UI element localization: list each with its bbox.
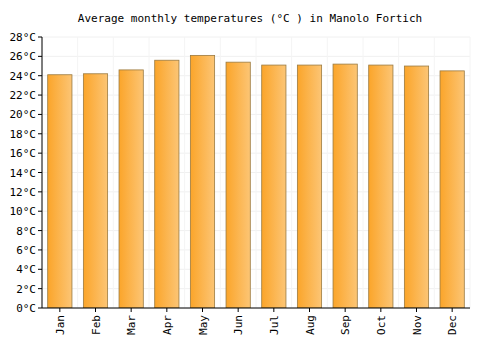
bar [297,65,321,308]
x-tick [416,308,417,312]
y-tick [38,56,42,57]
x-tick [202,308,203,312]
x-tick-label: Oct [375,315,388,335]
grid-line-vertical [256,37,257,308]
y-tick-label: 6°C [16,244,36,257]
y-tick [38,95,42,96]
y-tick [38,211,42,212]
y-tick [38,114,42,115]
x-tick [59,308,60,312]
x-tick [273,308,274,312]
bar [83,74,107,308]
bar [226,62,250,308]
x-tick [452,308,453,312]
grid-line-vertical [363,37,364,308]
x-tick-label: Feb [90,315,103,335]
grid-line-vertical [42,37,43,308]
x-tick-label: Dec [446,315,459,335]
x-tick [380,308,381,312]
chart-title: Average monthly temperatures (°C ) in Ma… [78,12,422,25]
x-axis: Jan Feb Mar Apr May Jun Jul Aug Sep Oct Nov Dec [42,308,470,335]
grid [42,37,470,308]
y-tick [38,230,42,231]
y-tick-label: 26°C [10,50,37,63]
x-tick [166,308,167,312]
y-tick [38,191,42,192]
y-tick-label: 2°C [16,283,36,296]
y-axis-line [42,37,43,308]
y-tick [38,172,42,173]
y-tick-label: 14°C [10,167,37,180]
grid-line-vertical [434,37,435,308]
x-tick-label: May [197,315,210,335]
y-tick [38,133,42,134]
y-tick [38,37,42,38]
y-tick [38,288,42,289]
grid-line-vertical [291,37,292,308]
y-tick-label: 4°C [16,263,36,276]
y-tick-label: 24°C [10,70,37,83]
chart-container: Average monthly temperatures (°C ) in Ma… [0,0,500,350]
bar [155,60,179,308]
y-tick [38,75,42,76]
grid-line-vertical [398,37,399,308]
y-tick-label: 28°C [10,31,37,44]
y-tick [38,249,42,250]
x-tick-label: Apr [161,315,174,335]
grid-line-vertical [149,37,150,308]
x-tick-label: Sep [339,315,352,335]
bar [404,66,428,308]
grid-line-vertical [184,37,185,308]
y-tick-label: 10°C [10,205,37,218]
y-tick-label: 20°C [10,108,37,121]
x-tick-label: Jul [268,315,281,335]
bar [333,64,357,308]
y-axis: 0°C 2°C 4°C 6°C 8°C 10°C 12°C 14°C 16°C 18°C 20°C 2… [10,31,43,315]
x-tick [345,308,346,312]
bar [262,65,286,308]
bars [48,55,465,308]
y-tick-label: 16°C [10,147,37,160]
grid-line [42,308,470,309]
bar [119,70,143,308]
bar [369,65,393,308]
x-tick [131,308,132,312]
bar [190,55,214,308]
bar [440,71,464,308]
y-tick [38,269,42,270]
grid-line-vertical [113,37,114,308]
x-tick-label: Nov [411,315,424,335]
y-tick-label: 8°C [16,225,36,238]
x-tick [95,308,96,312]
x-tick-label: Jan [54,315,67,335]
y-tick-label: 0°C [16,302,36,315]
x-axis-line [42,308,470,309]
y-tick-label: 22°C [10,89,37,102]
grid-line-vertical [470,37,471,308]
y-tick [38,153,42,154]
chart-svg: Average monthly temperatures (°C ) in Ma… [0,0,500,350]
y-tick-label: 18°C [10,128,37,141]
x-tick-label: Aug [304,315,317,335]
grid-line-vertical [77,37,78,308]
x-tick-label: Jun [232,315,245,335]
grid-line-vertical [220,37,221,308]
x-tick [309,308,310,312]
x-tick-label: Mar [125,315,138,335]
x-tick [238,308,239,312]
bar [48,75,72,308]
y-tick [38,308,42,309]
grid-line-vertical [327,37,328,308]
y-tick-label: 12°C [10,186,37,199]
